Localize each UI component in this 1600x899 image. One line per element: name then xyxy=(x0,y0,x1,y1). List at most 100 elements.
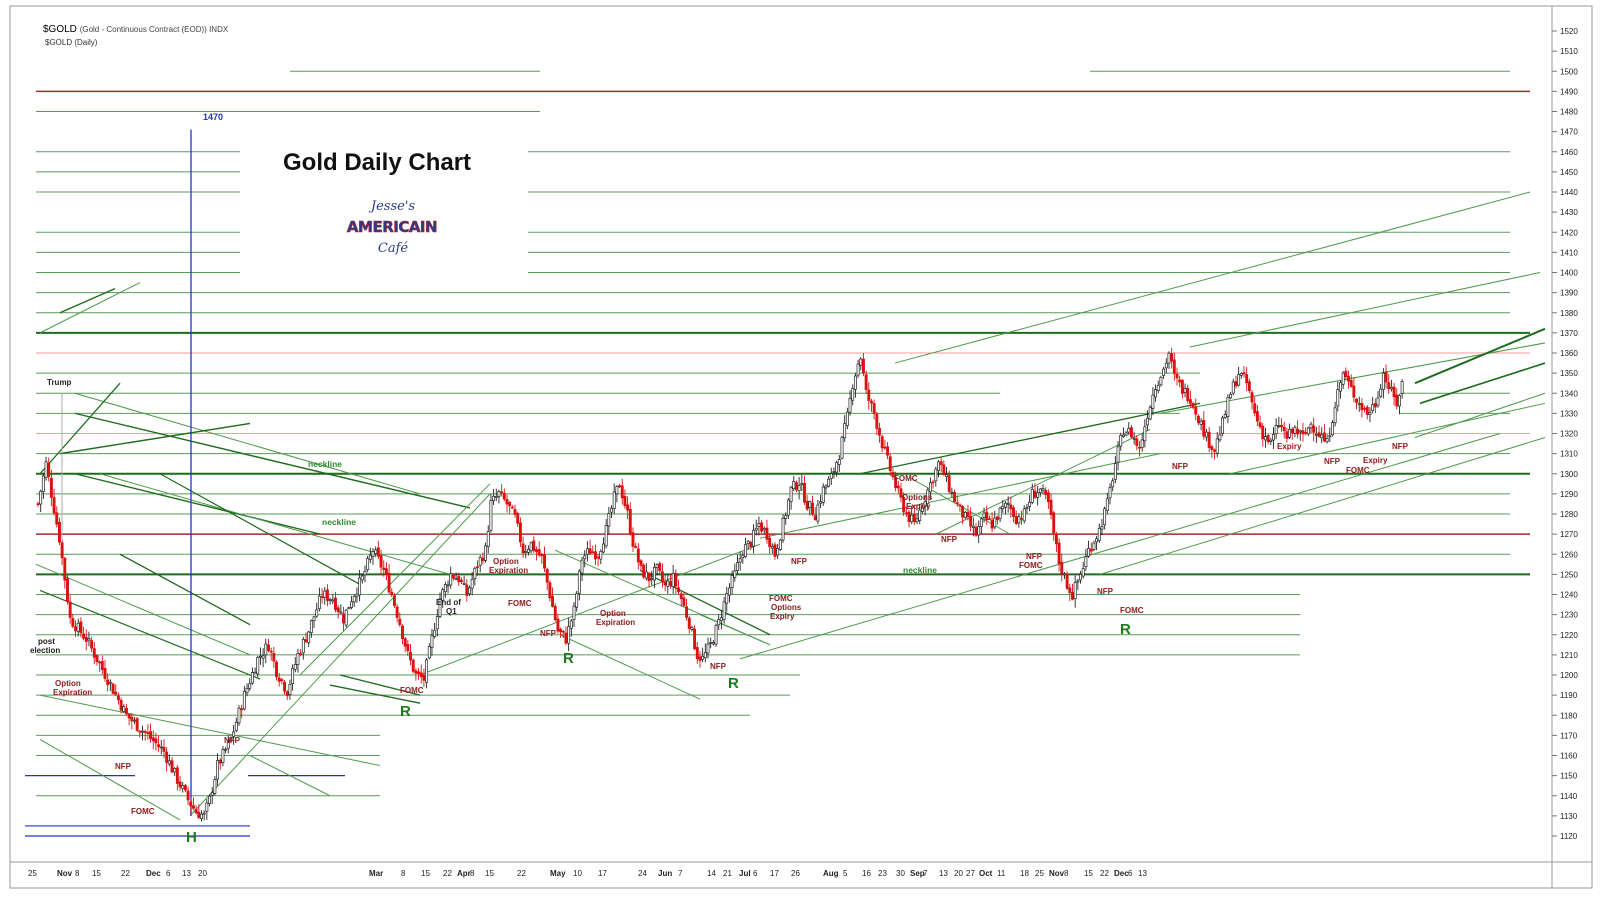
ann-options-e: Options xyxy=(902,493,933,502)
candle-body xyxy=(543,554,546,569)
candle-body xyxy=(130,716,134,722)
candle-body xyxy=(636,548,640,563)
logo-line-2: AMERICAIN xyxy=(347,218,437,236)
trend-line xyxy=(59,422,251,455)
candle-body xyxy=(409,651,412,661)
candle-body xyxy=(1127,428,1131,433)
y-tick-label: 1400 xyxy=(1560,269,1578,278)
candle-body xyxy=(618,485,622,488)
x-tick-label: 7 xyxy=(923,869,928,878)
candle-body xyxy=(993,517,997,528)
candle-body xyxy=(821,486,825,503)
candle-body xyxy=(958,504,962,507)
candle-body xyxy=(339,611,343,614)
candle-body xyxy=(674,572,678,587)
candle-body xyxy=(443,584,447,593)
candle-body xyxy=(926,489,930,505)
trend-line xyxy=(299,483,491,676)
candle-body xyxy=(63,557,67,581)
candle-body xyxy=(401,625,404,639)
candle-body xyxy=(1349,380,1353,387)
trend-line xyxy=(74,412,471,509)
x-tick-label: 15 xyxy=(421,869,430,878)
candle-body xyxy=(1084,556,1088,567)
candle-body xyxy=(242,690,246,710)
candle-body xyxy=(813,515,817,521)
candles-layer xyxy=(36,348,1404,822)
y-tick-label: 1420 xyxy=(1560,228,1578,237)
candle-body xyxy=(1076,580,1080,583)
candle-body xyxy=(687,617,691,629)
header-symbol: $GOLD xyxy=(43,24,77,35)
candle-body xyxy=(545,568,549,583)
candle-body xyxy=(248,683,252,689)
candle-body xyxy=(1397,395,1401,407)
candle-body xyxy=(100,661,104,670)
candle-body xyxy=(309,620,313,634)
ann-fomc-h: FOMC xyxy=(1120,606,1144,615)
y-tick-label: 1500 xyxy=(1560,67,1578,76)
candle-body xyxy=(513,509,517,515)
trend-line xyxy=(894,191,1531,364)
candle-body xyxy=(264,643,268,656)
candle-body xyxy=(1092,542,1096,550)
candle-body xyxy=(910,514,914,523)
candle-body xyxy=(451,574,455,579)
y-tick-label: 1310 xyxy=(1560,450,1578,459)
candle-body xyxy=(915,518,919,522)
candle-body xyxy=(500,491,504,494)
candle-body xyxy=(213,779,217,794)
candle-body xyxy=(1148,406,1152,420)
y-tick-label: 1250 xyxy=(1560,570,1578,579)
x-tick-label: 8 xyxy=(401,869,406,878)
candle-body xyxy=(449,573,453,586)
candle-body xyxy=(1071,592,1074,600)
x-tick-label: 14 xyxy=(707,869,716,878)
candle-body xyxy=(1336,389,1340,407)
candle-body xyxy=(1285,431,1289,439)
candle-body xyxy=(620,485,624,499)
candle-body xyxy=(275,661,278,678)
candle-body xyxy=(1210,446,1214,450)
candle-body xyxy=(508,501,512,507)
candle-body xyxy=(103,667,107,679)
candle-body xyxy=(468,587,471,595)
candle-body xyxy=(352,596,356,603)
candle-body xyxy=(1146,417,1149,426)
candle-body xyxy=(293,664,297,670)
candle-body xyxy=(417,671,421,675)
candle-body xyxy=(1012,507,1015,517)
candle-body xyxy=(325,589,329,601)
candle-body xyxy=(682,597,686,606)
candle-body xyxy=(422,674,426,681)
candle-body xyxy=(685,606,689,618)
candle-body xyxy=(583,555,587,560)
candle-body xyxy=(1322,432,1326,442)
candle-body xyxy=(470,578,474,589)
candle-body xyxy=(1178,379,1182,383)
candle-body xyxy=(1274,425,1278,435)
candle-body xyxy=(395,606,399,618)
candle-body xyxy=(481,557,485,562)
candle-body xyxy=(953,491,957,502)
ann-nfp-j: NFP xyxy=(1324,457,1341,466)
candle-body xyxy=(441,589,445,601)
candle-body xyxy=(634,546,638,548)
candle-body xyxy=(585,548,589,555)
candle-body xyxy=(1188,399,1192,404)
candle-body xyxy=(829,473,833,479)
candle-body xyxy=(532,540,536,551)
candle-body xyxy=(390,591,394,596)
candle-body xyxy=(912,513,916,523)
candle-body xyxy=(320,596,324,598)
candle-body xyxy=(610,507,613,513)
candle-body xyxy=(350,601,354,608)
candle-body xyxy=(1156,385,1160,392)
candle-body xyxy=(516,513,520,524)
candle-body xyxy=(406,644,410,652)
candle-body xyxy=(116,695,120,701)
candle-body xyxy=(347,607,351,610)
candle-body xyxy=(714,625,718,645)
candle-body xyxy=(880,436,884,449)
ann-fomc-j: FOMC xyxy=(1346,466,1370,475)
